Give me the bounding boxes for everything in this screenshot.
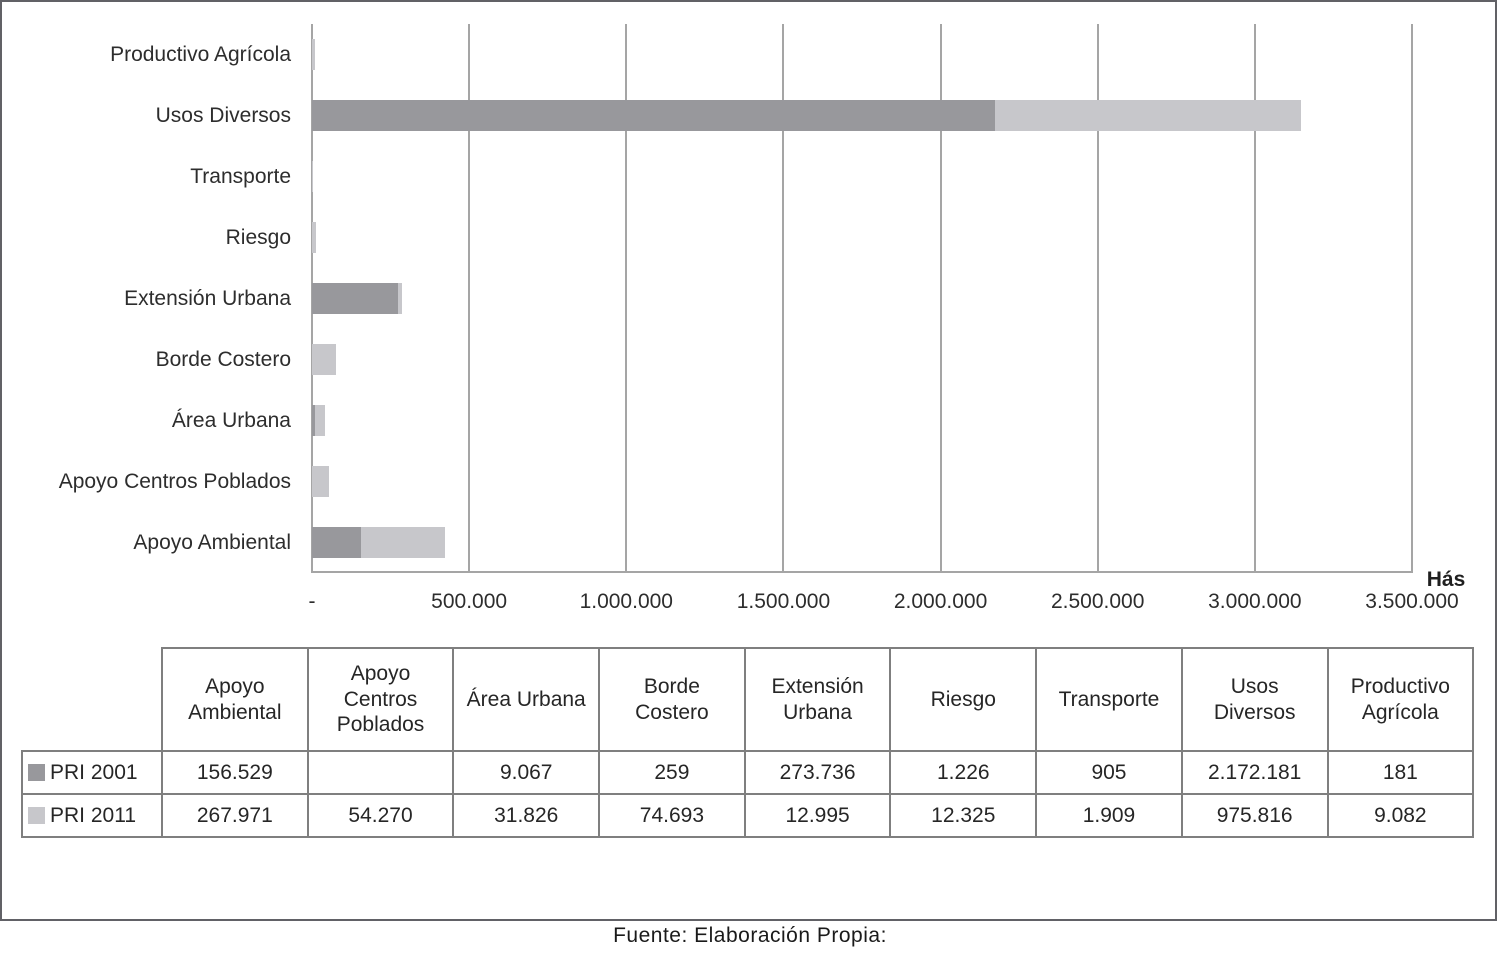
category-label: Apoyo Ambiental [133, 530, 291, 554]
table-value-cell: 9.067 [452, 750, 601, 795]
x-axis-unit-label: Hás [1426, 568, 1466, 591]
table-header: Apoyo Ambiental Apoyo Centros Poblados Áre… [22, 647, 1475, 752]
table-column-header: Extensión Urbana [743, 647, 892, 752]
x-tick-label: 2.500.000 [1050, 590, 1145, 613]
gridline [1411, 24, 1413, 573]
bar-segment-pri-2001 [312, 527, 362, 558]
table-value-cell: 12.995 [743, 793, 892, 838]
bar-segment-pri-2011 [994, 100, 1302, 131]
bar-segment-pri-2001 [312, 100, 995, 131]
category-axis: Productivo Agrícola Usos Diversos Transpor… [2, 24, 291, 573]
x-tick-label: 500.000 [431, 590, 508, 613]
gridline [468, 24, 471, 573]
table-value-cell: 181 [1326, 750, 1475, 795]
table-column-header: Usos Diversos [1180, 647, 1329, 752]
x-tick-label: 3.500.000 [1365, 590, 1459, 613]
gridline [1253, 24, 1256, 573]
bar-row [312, 527, 446, 558]
bar-segment-pri-2011 [312, 222, 317, 253]
table-corner-cell [22, 648, 162, 751]
chart-data-table: Apoyo Ambiental Apoyo Centros Poblados Áre… [21, 647, 1475, 838]
category-label: Borde Costero [155, 347, 291, 371]
bar-row [312, 222, 317, 253]
category-label: Área Urbana [171, 408, 291, 432]
table-body: PRI 2001 156.529 9.067 259 273.736 1.226 905 2.… [21, 750, 1475, 838]
table-column-header: Productivo Agrícola [1326, 647, 1475, 752]
bar-row [312, 161, 313, 192]
table-value-cell: 54.270 [306, 793, 455, 838]
x-tick-label: 3.000.000 [1208, 590, 1302, 613]
bar-row [312, 39, 315, 70]
table-column-header: Riesgo [889, 647, 1038, 752]
category-label: Transporte [190, 164, 291, 188]
legend-swatch-icon [28, 763, 45, 781]
table-value-cell: 31.826 [452, 793, 601, 838]
table-row: PRI 2001 156.529 9.067 259 273.736 1.226 905 2.… [21, 750, 1475, 795]
gridline [939, 24, 942, 573]
bar-segment-pri-2011 [361, 527, 446, 558]
chart-frame: Productivo Agrícola Usos Diversos Transpor… [0, 0, 1497, 921]
source-caption: Fuente: Elaboración Propia: [613, 924, 887, 947]
legend-cell: PRI 2011 [21, 793, 163, 838]
bar-row [312, 466, 330, 497]
bar-segment-pri-2011 [398, 283, 403, 314]
category-label: Productivo Agrícola [110, 42, 291, 66]
table-value-cell: 9.082 [1326, 793, 1475, 838]
category-label: Extensión Urbana [124, 286, 291, 310]
x-tick-label: 2.000.000 [893, 590, 988, 613]
bar-row [312, 405, 325, 436]
bar-segment-pri-2011 [312, 344, 336, 375]
table-value-cell: 267.971 [161, 793, 309, 838]
table-value-cell: 2.172.181 [1180, 750, 1329, 795]
category-label: Riesgo [225, 225, 291, 249]
x-axis-ticks: - 500.000 1.000.000 1.500.000 2.000.000 2.500… [2, 590, 1499, 620]
bar-row [312, 100, 1302, 131]
gridline [782, 24, 785, 573]
gridline [1096, 24, 1099, 573]
table-column-header: Área Urbana [452, 647, 601, 752]
category-label: Apoyo Centros Poblados [58, 469, 291, 493]
table-value-cell: 905 [1035, 750, 1183, 795]
table-column-header: Apoyo Centros Poblados [306, 647, 455, 752]
table-column-header: Transporte [1035, 647, 1183, 752]
legend-swatch-icon [28, 806, 45, 824]
table-value-cell: 156.529 [161, 750, 309, 795]
table-row: PRI 2011 267.971 54.270 31.826 74.693 12.995 1… [21, 793, 1475, 838]
table-value-cell: 273.736 [743, 750, 892, 795]
table-value-cell: 12.325 [889, 793, 1038, 838]
bar-segment-pri-2011 [314, 405, 325, 436]
legend-cell: PRI 2001 [21, 750, 163, 795]
x-tick-label: 1.000.000 [579, 590, 673, 613]
table-value-cell: 1.226 [889, 750, 1038, 795]
bar-segment-pri-2001 [312, 405, 315, 436]
table-value-cell: 259 [598, 750, 746, 795]
gridline [625, 24, 628, 573]
legend-label: PRI 2001 [50, 760, 138, 784]
plot-area [311, 24, 1413, 573]
bar-segment-pri-2011 [312, 161, 313, 192]
bar-segment-pri-2011 [312, 466, 330, 497]
bar-row [312, 344, 336, 375]
category-label: Usos Diversos [155, 103, 291, 127]
bar-row [312, 283, 403, 314]
table-value-cell: 74.693 [598, 793, 746, 838]
bar-segment-pri-2001 [312, 283, 399, 314]
table-value-cell: 975.816 [1180, 793, 1329, 838]
table-value-cell: 1.909 [1035, 793, 1183, 838]
table-value-cell [306, 750, 455, 795]
x-tick-label: 1.500.000 [736, 590, 831, 613]
table-column-header: Apoyo Ambiental [161, 647, 309, 752]
x-tick-label: - [308, 590, 316, 613]
table-column-header: Borde Costero [598, 647, 746, 752]
table-header-row: Apoyo Ambiental Apoyo Centros Poblados Áre… [22, 647, 1475, 752]
legend-label: PRI 2011 [50, 803, 136, 827]
bar-segment-pri-2011 [312, 39, 315, 70]
